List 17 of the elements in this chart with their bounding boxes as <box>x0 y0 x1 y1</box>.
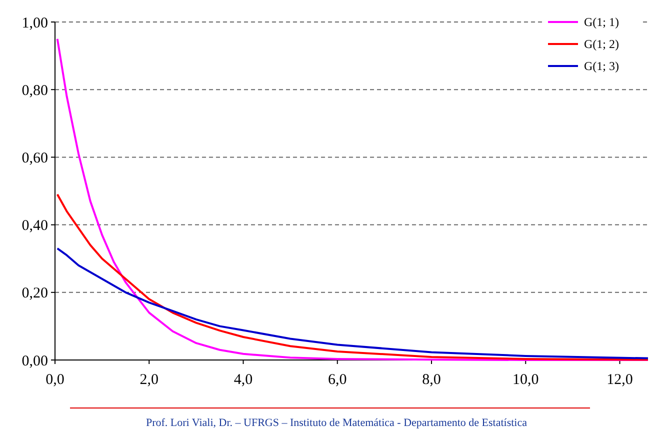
legend-label: G(1; 1) <box>584 15 619 30</box>
y-tick-label: 0,40 <box>22 218 48 234</box>
x-tick-label: 10,0 <box>512 372 539 388</box>
y-tick-label: 0,00 <box>22 353 48 370</box>
y-tick-label: 0,60 <box>22 150 48 166</box>
y-tick-label: 0,80 <box>22 82 48 99</box>
y-tick-label: 0,20 <box>22 286 48 302</box>
x-tick-label: 8,0 <box>422 372 441 388</box>
x-tick-label: 12,0 <box>606 372 633 388</box>
x-tick-label: 0,0 <box>46 372 64 388</box>
x-tick-label: 2,0 <box>140 372 158 388</box>
x-tick-label: 4,0 <box>234 372 253 388</box>
x-tick-label: 6,0 <box>328 372 347 388</box>
legend-label: G(1; 2) <box>584 37 619 52</box>
y-tick-label: 1,00 <box>22 15 48 32</box>
legend-label: G(1; 3) <box>584 59 619 74</box>
text: Prof. Lori Viali, Dr. – UFRGS – Instituto de Matemática - Departamento de Estatística <box>146 417 528 429</box>
